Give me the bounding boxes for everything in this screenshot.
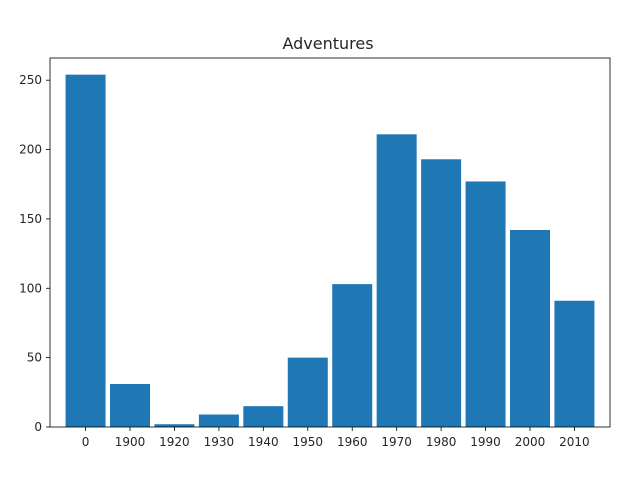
- bar-1920: [154, 424, 195, 427]
- x-tick-label-1920: 1920: [159, 435, 190, 449]
- x-tick-label-1950: 1950: [293, 435, 324, 449]
- y-tick-label-150: 150: [19, 212, 42, 226]
- y-tick-label-0: 0: [34, 420, 42, 434]
- bar-0: [65, 74, 106, 428]
- plot-frame: [49, 57, 611, 428]
- y-tick-label-100: 100: [19, 281, 42, 295]
- bars-layer: [65, 74, 595, 428]
- bar-1960: [332, 284, 373, 427]
- chart-title: Adventures: [282, 34, 373, 53]
- x-tick-label-1960: 1960: [337, 435, 368, 449]
- x-tick-label-1940: 1940: [248, 435, 279, 449]
- bar-2010: [554, 300, 595, 427]
- axes-layer: 0 1900 1920 1930 1940 1950 1960 1970 1980 1990 200…: [19, 57, 611, 449]
- bar-1930: [198, 414, 239, 427]
- bar-1900: [110, 384, 150, 427]
- x-tick-label-0: 0: [82, 435, 90, 449]
- y-tick-label-200: 200: [19, 143, 42, 157]
- bar-2000: [510, 230, 550, 427]
- bar-1990: [465, 181, 506, 427]
- x-tick-label-1970: 1970: [381, 435, 412, 449]
- y-tick-label-250: 250: [19, 73, 42, 87]
- bar-1940: [243, 406, 284, 427]
- x-tick-label-1980: 1980: [426, 435, 457, 449]
- bar-1950: [287, 357, 328, 427]
- x-tick-label-1930: 1930: [204, 435, 235, 449]
- bar-1970: [376, 134, 417, 428]
- x-tick-label-1900: 1900: [115, 435, 146, 449]
- x-tick-label-1990: 1990: [470, 435, 501, 449]
- y-tick-label-50: 50: [27, 351, 42, 365]
- x-tick-label-2000: 2000: [515, 435, 546, 449]
- bar-1980: [421, 159, 462, 427]
- x-tick-label-2010: 2010: [559, 435, 590, 449]
